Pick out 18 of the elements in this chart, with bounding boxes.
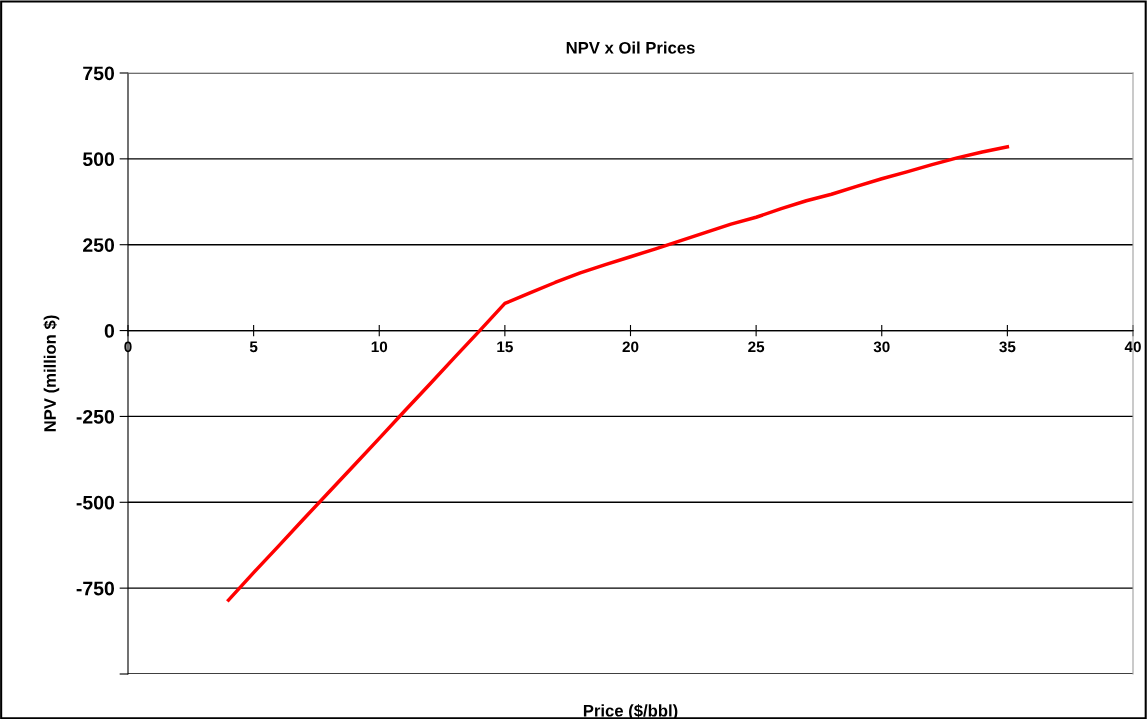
x-tick-label: 10 (371, 341, 388, 353)
y-tick-label: 250 (83, 238, 115, 252)
x-tick-label: 5 (249, 341, 258, 353)
x-axis-title: Price ($/bbl) (583, 704, 678, 719)
y-axis-title: NPV (million $) (43, 315, 60, 432)
x-tick-label: 25 (748, 341, 765, 353)
x-tick-label: 35 (999, 341, 1016, 353)
chart-title: NPV x Oil Prices (566, 41, 695, 54)
y-tick-label: -750 (76, 581, 115, 596)
y-tick-label: 500 (82, 152, 115, 167)
x-tick-label: 20 (622, 341, 639, 353)
x-tick-label: 15 (497, 341, 513, 353)
y-tick-label: 0 (104, 324, 115, 338)
y-tick-label: -250 (76, 409, 115, 424)
x-tick-label: 40 (1124, 341, 1141, 353)
y-tick-label: -500 (76, 495, 115, 510)
x-tick-label: 30 (873, 341, 890, 353)
y-tick-label: 750 (83, 66, 115, 81)
